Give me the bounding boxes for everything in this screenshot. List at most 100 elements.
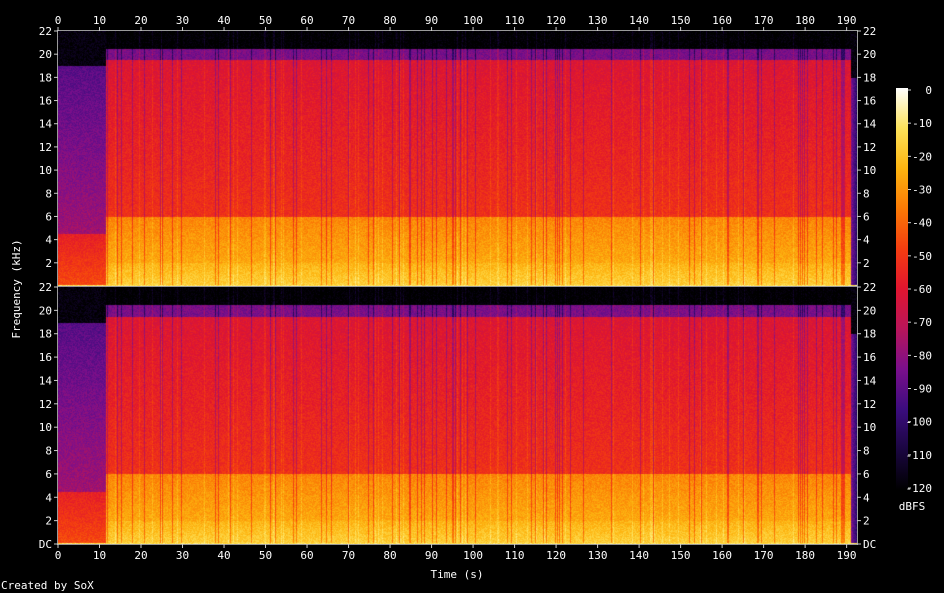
spectrogram-panels <box>58 31 857 544</box>
colorbar-tick-label: -110 <box>906 449 933 462</box>
y-tick-label: 2 <box>45 257 52 270</box>
x-tick-label: 40 <box>217 549 230 562</box>
x-tick-label: 60 <box>300 549 313 562</box>
x-tick-label: 140 <box>629 549 649 562</box>
x-tick-label: 80 <box>383 14 396 27</box>
colorbar-tick-label: 0 <box>925 84 932 97</box>
x-tick-label: 100 <box>463 14 483 27</box>
y-tick-label: 10 <box>39 421 52 434</box>
x-tick-label: 120 <box>546 14 566 27</box>
colorbar-tick-label: -10 <box>912 117 932 130</box>
y-tick-label: DC <box>39 538 52 551</box>
x-tick-label: 0 <box>55 14 62 27</box>
colorbar-scale <box>896 88 908 490</box>
y-tick-label: 16 <box>863 351 876 364</box>
y-tick-label: 8 <box>45 187 52 200</box>
colorbar-tick-label: -20 <box>912 150 932 163</box>
y-tick-label: 8 <box>45 445 52 458</box>
y-tick-label: 8 <box>863 187 870 200</box>
x-tick-label: 160 <box>712 14 732 27</box>
x-axis-label: Time (s) <box>431 568 484 581</box>
y-tick-label: 16 <box>39 95 52 108</box>
x-tick-label: 10 <box>93 14 106 27</box>
colorbar-tick-label: -80 <box>912 349 932 362</box>
x-tick-label: 30 <box>176 549 189 562</box>
colorbar-label: dBFS <box>899 500 926 513</box>
colorbar-tick-label: -50 <box>912 250 932 263</box>
colorbar-tick-label: -90 <box>912 383 932 396</box>
y-tick-label: 4 <box>863 491 870 504</box>
x-tick-label: 50 <box>259 549 272 562</box>
y-tick-label: 14 <box>863 374 877 387</box>
y-tick-label: 14 <box>39 118 53 131</box>
y-tick-label: 6 <box>45 468 52 481</box>
x-tick-label: 70 <box>342 14 355 27</box>
colorbar-tick-label: -100 <box>906 416 933 429</box>
colorbar-tick-label: -30 <box>912 184 932 197</box>
y-axis-label: Frequency (kHz) <box>10 239 23 338</box>
x-tick-label: 150 <box>671 549 691 562</box>
colorbar-tick-label: -40 <box>912 217 932 230</box>
x-tick-label: 50 <box>259 14 272 27</box>
y-tick-label: 6 <box>863 210 870 223</box>
x-tick-label: 180 <box>795 549 815 562</box>
y-tick-label: 14 <box>863 118 877 131</box>
y-tick-label: 16 <box>863 95 876 108</box>
x-tick-label: 130 <box>588 549 608 562</box>
y-tick-label: 10 <box>39 164 52 177</box>
credit-text: Created by SoX <box>1 579 94 592</box>
y-tick-label: DC <box>863 538 876 551</box>
x-tick-label: 130 <box>588 14 608 27</box>
y-tick-label: 8 <box>863 445 870 458</box>
y-tick-label: 20 <box>863 48 876 61</box>
x-tick-label: 0 <box>55 549 62 562</box>
y-tick-label: 12 <box>863 398 876 411</box>
x-tick-label: 10 <box>93 549 106 562</box>
x-tick-label: 90 <box>425 549 438 562</box>
x-tick-label: 20 <box>134 14 147 27</box>
y-tick-label: 16 <box>39 351 52 364</box>
y-tick-label: 18 <box>39 71 52 84</box>
x-tick-label: 90 <box>425 14 438 27</box>
spectrogram-channel-1 <box>58 31 857 286</box>
x-tick-label: 190 <box>837 549 857 562</box>
x-tick-label: 120 <box>546 549 566 562</box>
y-tick-label: 12 <box>39 141 52 154</box>
y-tick-label: 10 <box>863 164 876 177</box>
colorbar-tick-label: -60 <box>912 283 932 296</box>
y-tick-label: 2 <box>863 257 870 270</box>
x-tick-label: 80 <box>383 549 396 562</box>
x-tick-label: 190 <box>837 14 857 27</box>
y-tick-label: 22 <box>39 25 52 38</box>
x-tick-label: 170 <box>754 14 774 27</box>
x-tick-label: 20 <box>134 549 147 562</box>
y-tick-label: 2 <box>863 515 870 528</box>
x-tick-label: 180 <box>795 14 815 27</box>
y-tick-label: 12 <box>863 141 876 154</box>
y-tick-label: 18 <box>39 328 52 341</box>
y-tick-label: 18 <box>863 71 876 84</box>
y-tick-label: 22 <box>863 25 876 38</box>
y-tick-label: 10 <box>863 421 876 434</box>
y-tick-label: 2 <box>45 515 52 528</box>
y-tick-label: 12 <box>39 398 52 411</box>
colorbar: 0 -10 -20 -30 -40 -50 -60 -70 -80 -90 -100 -110 -120 <box>896 84 932 495</box>
y-tick-label: 6 <box>863 468 870 481</box>
x-tick-label: 110 <box>505 549 525 562</box>
x-tick-label: 60 <box>300 14 313 27</box>
y-tick-label: 18 <box>863 328 876 341</box>
x-tick-label: 30 <box>176 14 189 27</box>
y-tick-label: 20 <box>39 304 52 317</box>
colorbar-tick-label: -120 <box>906 482 933 495</box>
y-tick-label: 20 <box>863 304 876 317</box>
x-tick-label: 150 <box>671 14 691 27</box>
x-tick-label: 140 <box>629 14 649 27</box>
y-tick-label: 4 <box>45 234 52 247</box>
x-tick-label: 110 <box>505 14 525 27</box>
x-tick-label: 70 <box>342 549 355 562</box>
x-tick-label: 100 <box>463 549 483 562</box>
y-tick-label: 4 <box>45 491 52 504</box>
y-tick-label: 4 <box>863 234 870 247</box>
